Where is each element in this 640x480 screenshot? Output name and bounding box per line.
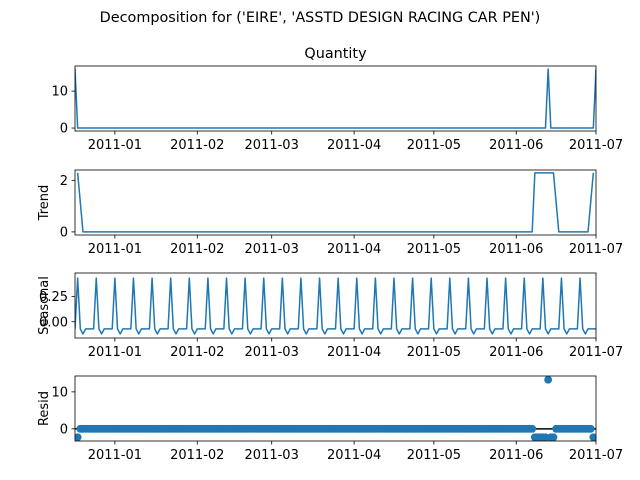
- plot-area: [75, 277, 596, 335]
- subplot-title: Quantity: [304, 46, 367, 62]
- data-point: [544, 376, 553, 384]
- figure-suptitle: Decomposition for ('EIRE', 'ASSTD DESIGN…: [100, 10, 541, 26]
- x-tick-label: 2011-05: [407, 448, 461, 463]
- y-axis-label: Resid: [37, 391, 52, 426]
- x-tick-label: 2011-06: [489, 448, 543, 463]
- y-axis-label: Seasonal: [37, 276, 52, 335]
- x-tick-label: 2011-04: [327, 345, 381, 360]
- x-tick-label: 2011-07: [569, 345, 623, 360]
- y-tick-label: 2: [60, 174, 68, 189]
- x-tick-label: 2011-06: [489, 138, 543, 153]
- y-tick-label: 10: [51, 85, 68, 100]
- data-point: [589, 433, 596, 441]
- x-tick-label: 2011-03: [245, 448, 299, 463]
- x-tick-label: 2011-01: [88, 138, 142, 153]
- x-tick-label: 2011-01: [88, 448, 142, 463]
- plot-area: [75, 68, 596, 129]
- y-tick-label: 0: [60, 422, 68, 437]
- x-tick-label: 2011-07: [569, 448, 623, 463]
- x-tick-label: 2011-02: [170, 448, 224, 463]
- data-line: [75, 68, 596, 129]
- data-point: [549, 433, 558, 441]
- x-tick-label: 2011-06: [489, 242, 543, 257]
- data-point: [75, 433, 82, 441]
- x-tick-label: 2011-04: [327, 138, 381, 153]
- x-tick-label: 2011-01: [88, 345, 142, 360]
- subplot-1: 2011-01 2011-02 2011-03 2011-04 2011-05 2011-…: [51, 46, 623, 153]
- data-point: [586, 424, 595, 433]
- subplot-panels: 2011-01 2011-02 2011-03 2011-04 2011-05 2011-…: [37, 46, 623, 463]
- x-tick-label: 2011-07: [569, 242, 623, 257]
- x-tick-label: 2011-05: [407, 242, 461, 257]
- axes-frame: [74, 65, 597, 132]
- y-tick-label: 0.00: [39, 315, 68, 330]
- subplot-2: 2011-01 2011-02 2011-03 2011-04 2011-05 2011-…: [37, 169, 623, 257]
- y-tick-label: 0: [60, 225, 68, 240]
- x-tick-label: 2011-02: [170, 345, 224, 360]
- y-tick-label: 10: [51, 385, 68, 400]
- x-tick-label: 2011-03: [245, 345, 299, 360]
- axes-frame: [74, 272, 597, 339]
- y-tick-label: 0.25: [39, 290, 68, 305]
- x-tick-label: 2011-07: [569, 138, 623, 153]
- axes-frame: [74, 169, 597, 236]
- x-tick-label: 2011-03: [245, 138, 299, 153]
- x-tick-label: 2011-02: [170, 242, 224, 257]
- x-tick-label: 2011-01: [88, 242, 142, 257]
- x-tick-label: 2011-05: [407, 345, 461, 360]
- x-tick-label: 2011-06: [489, 345, 543, 360]
- x-tick-label: 2011-04: [327, 448, 381, 463]
- y-axis-label: Trend: [37, 185, 52, 222]
- x-tick-label: 2011-04: [327, 242, 381, 257]
- x-tick-label: 2011-03: [245, 242, 299, 257]
- data-point: [528, 424, 537, 433]
- subplot-4: 2011-01 2011-02 2011-03 2011-04 2011-05 2011-…: [37, 375, 623, 463]
- y-tick-label: 0: [60, 122, 68, 137]
- data-line: [75, 277, 596, 335]
- subplot-3: 2011-01 2011-02 2011-03 2011-04 2011-05 2011-…: [37, 272, 623, 360]
- x-tick-label: 2011-05: [407, 138, 461, 153]
- plot-area: [75, 376, 596, 441]
- data-line: [76, 172, 595, 233]
- axes-frame: [74, 375, 597, 442]
- x-tick-label: 2011-02: [170, 138, 224, 153]
- plot-area: [76, 172, 595, 233]
